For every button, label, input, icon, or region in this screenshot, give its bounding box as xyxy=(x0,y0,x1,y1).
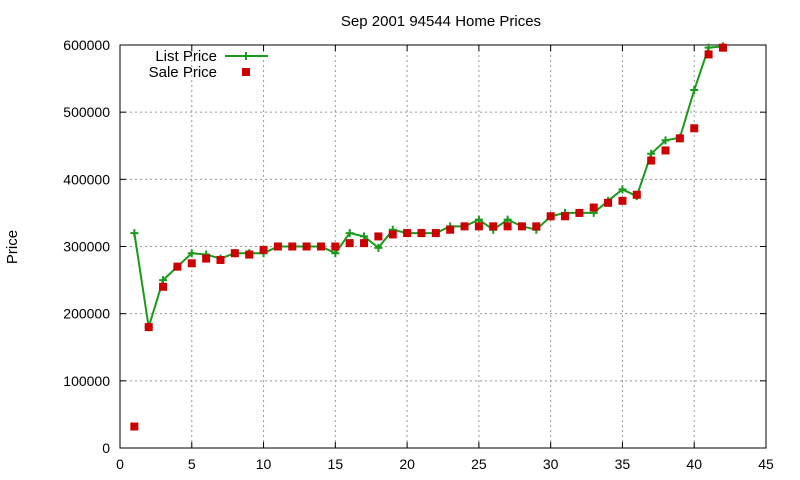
list-price-point xyxy=(159,276,168,285)
sale-price-point xyxy=(532,222,541,231)
list-price-point xyxy=(345,229,354,238)
sale-price-point xyxy=(245,250,254,259)
sale-price-point xyxy=(316,242,325,251)
x-tick-label: 40 xyxy=(686,456,702,472)
sale-price-point xyxy=(503,222,512,231)
sale-price-point xyxy=(632,190,641,199)
list-price-point xyxy=(690,86,699,95)
y-tick-label: 600000 xyxy=(63,37,110,53)
list-price-point xyxy=(474,215,483,224)
x-tick-label: 30 xyxy=(543,456,559,472)
sale-price-point xyxy=(690,124,699,133)
sale-price-point xyxy=(431,229,440,238)
sale-price-point xyxy=(130,422,139,431)
sale-price-point xyxy=(331,242,340,251)
sale-price-point xyxy=(388,230,397,239)
list-price-point xyxy=(130,229,139,238)
sale-price-point xyxy=(173,262,182,271)
sale-price-point xyxy=(202,254,211,263)
list-price-point xyxy=(331,249,340,258)
sale-price-point xyxy=(374,232,383,241)
sale-price-point xyxy=(517,222,526,231)
axis-ticks: 0 5 10 15 20 25 30 35 40 45 0 100000 200000 300000 400… xyxy=(63,37,774,472)
x-tick-label: 10 xyxy=(256,456,272,472)
sale-price-point xyxy=(589,203,598,212)
sale-price-point xyxy=(704,50,713,59)
x-tick-label: 15 xyxy=(328,456,344,472)
grid-lines xyxy=(120,45,766,448)
x-tick-label: 5 xyxy=(188,456,196,472)
list-price-point xyxy=(704,43,713,52)
legend-label-sale-price: Sale Price xyxy=(149,64,217,81)
sale-price-point xyxy=(403,229,412,238)
sale-price-point xyxy=(575,208,584,217)
legend-sample-list-price xyxy=(225,52,268,60)
plot-border xyxy=(119,44,767,449)
y-tick-label: 100000 xyxy=(63,373,110,389)
legend: List Price Sale Price xyxy=(149,48,268,81)
sale-price-point xyxy=(417,229,426,238)
list-price-point xyxy=(647,149,656,158)
legend-marker-sale-price xyxy=(242,68,250,76)
sale-price-point xyxy=(474,222,483,231)
list-price-point xyxy=(503,215,512,224)
legend-label-list-price: List Price xyxy=(155,48,217,65)
chart-title: Sep 2001 94544 Home Prices xyxy=(341,13,541,30)
sale-price-point xyxy=(360,239,369,248)
sale-price-point xyxy=(718,43,727,52)
sale-price-point xyxy=(661,146,670,155)
sale-price-point xyxy=(675,134,684,143)
sale-price-point xyxy=(259,245,268,254)
sale-price-point xyxy=(460,222,469,231)
sale-price-point xyxy=(230,249,239,258)
sale-price-point xyxy=(216,255,225,264)
list-price-point xyxy=(187,249,196,258)
y-tick-label: 0 xyxy=(102,440,110,456)
y-axis-title: Price xyxy=(4,230,21,264)
sale-price-point xyxy=(561,212,570,221)
sale-price-point xyxy=(159,282,168,291)
sale-price-point xyxy=(546,212,555,221)
sale-price-point xyxy=(489,222,498,231)
sale-price-point xyxy=(345,239,354,248)
list-price-point xyxy=(360,232,369,241)
sale-price-point xyxy=(302,242,311,251)
list-price-point xyxy=(618,185,627,194)
x-tick-label: 0 xyxy=(116,456,124,472)
y-tick-label: 200000 xyxy=(63,306,110,322)
legend-sample-sale-price xyxy=(242,68,250,76)
list-price-line xyxy=(133,45,724,328)
sale-price-point xyxy=(604,198,613,207)
list-price-point xyxy=(374,243,383,252)
list-price-point xyxy=(661,136,670,145)
sale-price-point xyxy=(446,225,455,234)
x-tick-label: 45 xyxy=(758,456,774,472)
sale-price-point xyxy=(647,156,656,165)
sale-price-point xyxy=(144,323,153,332)
sale-price-point xyxy=(273,242,282,251)
x-tick-label: 20 xyxy=(399,456,415,472)
sale-price-point xyxy=(187,259,196,268)
sale-price-point xyxy=(288,242,297,251)
y-tick-label: 400000 xyxy=(63,171,110,187)
y-tick-label: 500000 xyxy=(63,104,110,120)
legend-marker-list-price xyxy=(242,52,250,60)
x-tick-label: 25 xyxy=(471,456,487,472)
sale-price-point xyxy=(618,196,627,205)
series-layer xyxy=(130,42,727,431)
y-tick-label: 300000 xyxy=(63,239,110,255)
x-tick-label: 35 xyxy=(615,456,631,472)
